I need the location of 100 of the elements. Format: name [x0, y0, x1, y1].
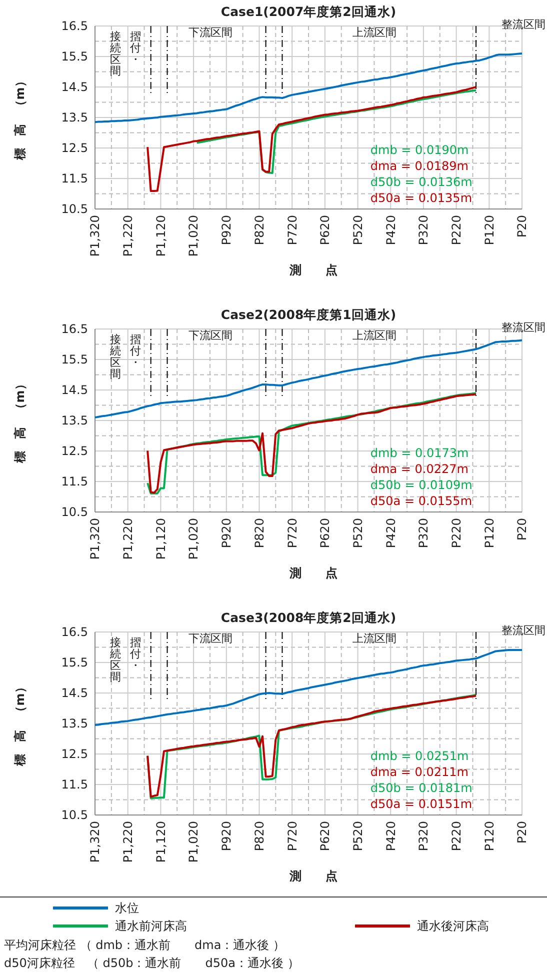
y-axis-title: 標 高 （m） — [13, 681, 28, 767]
annotation: 整流区間 — [501, 321, 546, 334]
annotation: dma = 0.0189m — [370, 159, 468, 173]
x-tick-label: P620 — [318, 518, 332, 548]
x-tick-label: P1,020 — [186, 518, 201, 560]
x-tick-label: P520 — [350, 821, 365, 852]
x-tick-label: P1,220 — [121, 215, 136, 257]
chart-title: Case2(2008年度第1回通水) — [220, 307, 396, 322]
legend-label: 通水後河床高 — [417, 919, 489, 934]
x-tick-label: P220 — [450, 518, 464, 548]
annotation: 上流区間 — [352, 632, 397, 645]
annotation: 整流区間 — [501, 18, 546, 31]
x-tick-label: P420 — [384, 821, 398, 852]
y-tick-label: 11.5 — [61, 778, 88, 792]
x-tick-label: P20 — [515, 518, 530, 541]
y-tick-label: 15.5 — [61, 50, 88, 64]
chart-title: Case3(2008年度第2回通水) — [220, 610, 396, 625]
legend-label: 水位 — [115, 901, 139, 916]
annotation: 上流区間 — [352, 329, 397, 342]
y-axis-title: 標 高 （m） — [13, 378, 28, 464]
legend-label: 通水前河床高 — [115, 919, 187, 934]
chart-title: Case1(2007年度第2回通水) — [220, 4, 396, 19]
y-tick-label: 14.5 — [61, 80, 88, 94]
x-tick-label: P320 — [416, 215, 431, 246]
x-tick-label: P620 — [318, 215, 332, 246]
y-tick-label: 10.5 — [61, 202, 88, 216]
x-tick-label: P1,020 — [186, 215, 201, 257]
x-tick-label: P520 — [350, 518, 365, 548]
annotation: dma = 0.0227m — [370, 462, 468, 476]
x-axis-title: 測 点 — [288, 263, 338, 277]
y-axis-title: 標 高 （m） — [13, 75, 28, 161]
y-tick-label: 16.5 — [61, 322, 88, 336]
x-tick-label: P1,220 — [121, 821, 136, 863]
x-tick-label: P1,120 — [154, 215, 168, 257]
x-tick-label: P320 — [416, 518, 431, 548]
annotation: dmb = 0.0190m — [370, 143, 469, 157]
x-tick-label: P1,120 — [154, 821, 168, 863]
annotation: 下流区間 — [188, 329, 232, 342]
text: d50河床粒径 （ d50b：通水前 d50a：通水後 ） — [4, 956, 300, 970]
annotation: 接続区間 — [108, 30, 121, 78]
x-tick-label: P820 — [252, 821, 266, 852]
y-tick-label: 11.5 — [61, 172, 88, 186]
annotation: dmb = 0.0173m — [370, 446, 469, 460]
x-tick-label: P820 — [252, 215, 266, 246]
x-tick-label: P920 — [220, 821, 234, 852]
x-tick-label: P720 — [285, 518, 300, 548]
x-tick-label: P1,320 — [88, 215, 102, 257]
x-tick-label: P20 — [515, 215, 530, 238]
x-tick-label: P120 — [482, 518, 496, 548]
x-tick-label: P220 — [450, 215, 464, 246]
y-tick-label: 13.5 — [61, 414, 88, 428]
line-series — [94, 52, 523, 124]
annotation: 下流区間 — [188, 26, 232, 39]
x-tick-label: P520 — [350, 215, 365, 246]
x-tick-label: P320 — [416, 821, 431, 852]
annotation: 摺付・ — [130, 30, 142, 66]
x-tick-label: P920 — [220, 215, 234, 246]
x-tick-label: P1,320 — [88, 821, 102, 863]
x-axis-title: 測 点 — [288, 566, 338, 580]
y-tick-label: 12.5 — [61, 141, 88, 156]
line-series — [196, 89, 478, 174]
annotation: d50a = 0.0151m — [370, 797, 472, 811]
y-tick-label: 15.5 — [61, 352, 88, 367]
x-tick-label: P1,220 — [121, 518, 136, 560]
annotation: d50b = 0.0181m — [370, 781, 472, 795]
annotation: d50b = 0.0136m — [370, 175, 472, 189]
annotation: d50a = 0.0155m — [370, 494, 472, 508]
y-tick-label: 13.5 — [61, 110, 88, 125]
y-tick-label: 16.5 — [61, 625, 88, 640]
x-tick-label: P620 — [318, 821, 332, 852]
x-tick-label: P720 — [285, 821, 300, 852]
x-tick-label: P20 — [515, 821, 530, 844]
x-tick-label: P1,320 — [88, 518, 102, 560]
y-tick-label: 10.5 — [61, 505, 88, 520]
x-tick-label: P120 — [482, 821, 496, 852]
annotation: 摺付・ — [130, 636, 142, 672]
annotation: dma = 0.0211m — [370, 765, 468, 779]
y-tick-label: 16.5 — [61, 19, 88, 34]
annotation: 接続区間 — [108, 636, 121, 684]
annotation: 整流区間 — [501, 624, 546, 637]
x-tick-label: P1,020 — [186, 821, 201, 863]
annotation: 上流区間 — [352, 26, 397, 39]
x-tick-label: P1,120 — [154, 518, 168, 560]
line-series — [94, 648, 523, 726]
annotation: 接続区間 — [108, 333, 121, 380]
x-tick-label: P820 — [252, 518, 266, 548]
y-tick-label: 11.5 — [61, 474, 88, 489]
annotation: 下流区間 — [188, 632, 232, 645]
y-tick-label: 12.5 — [61, 747, 88, 762]
y-tick-label: 14.5 — [61, 383, 88, 398]
y-tick-label: 10.5 — [61, 808, 88, 822]
x-tick-label: P420 — [384, 215, 398, 246]
x-tick-label: P120 — [482, 215, 496, 246]
annotation: dmb = 0.0251m — [370, 749, 469, 763]
x-tick-label: P720 — [285, 215, 300, 246]
annotation: d50b = 0.0109m — [370, 478, 472, 492]
x-tick-label: P420 — [384, 518, 398, 548]
y-tick-label: 13.5 — [61, 716, 88, 731]
x-axis-title: 測 点 — [288, 869, 338, 883]
annotation: d50a = 0.0135m — [370, 191, 472, 205]
